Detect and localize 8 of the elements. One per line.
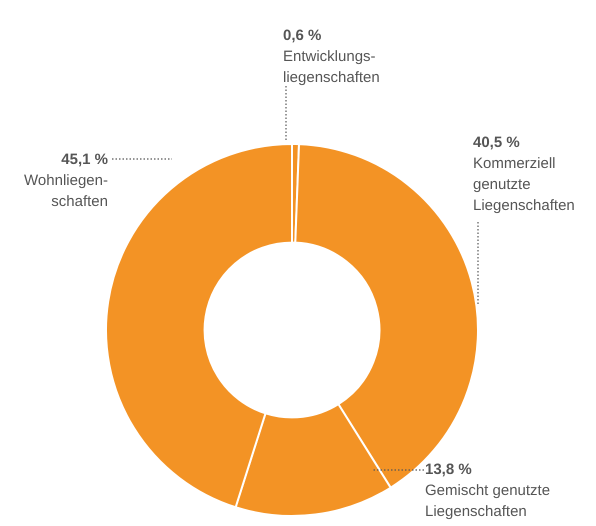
- data-label: 13,8 %: [425, 461, 472, 478]
- data-label: 40,5 %: [473, 134, 520, 151]
- data-label: 45,1 %: [61, 151, 108, 168]
- slice-label: Wohnliegen- schaften: [24, 172, 108, 210]
- slice-label: Kommerziell genutzte Liegenschaften: [473, 155, 575, 214]
- slice-label: Entwicklungs- liegenschaften: [283, 48, 380, 86]
- slice-label: Gemischt genutzte Liegenschaften: [425, 482, 550, 520]
- data-label: 0,6 %: [283, 27, 322, 44]
